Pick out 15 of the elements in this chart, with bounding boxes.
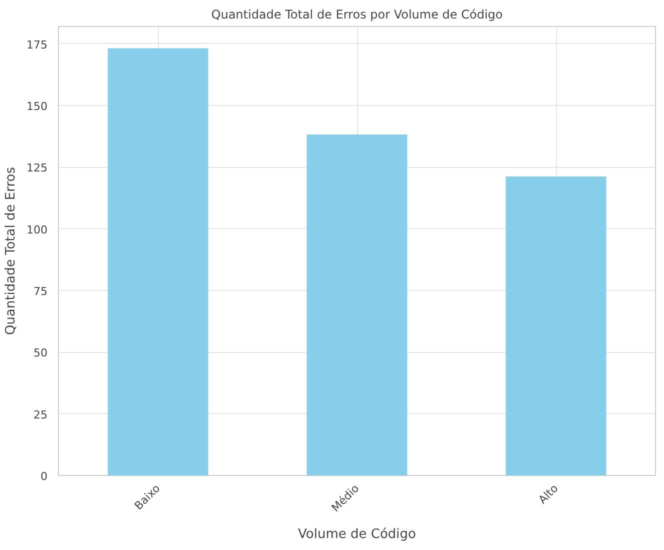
- chart-title: Quantidade Total de Erros por Volume de Código: [211, 8, 503, 22]
- y-tick-label: 150: [26, 100, 48, 113]
- y-tick-label: 25: [34, 408, 48, 422]
- y-axis-title: Quantidade Total de Erros: [4, 166, 19, 335]
- bar: [506, 176, 606, 476]
- y-tick-label: 125: [26, 162, 48, 175]
- bar: [306, 134, 408, 476]
- y-tick-label: 100: [26, 223, 48, 236]
- x-tick-label: Alto: [536, 482, 561, 506]
- y-tick-label: 175: [26, 38, 48, 52]
- y-tick-label: 75: [34, 284, 48, 298]
- x-axis-title: Volume de Código: [298, 527, 416, 542]
- y-tick-label: 0: [40, 470, 48, 483]
- y-tick-label: 50: [34, 346, 48, 360]
- bar: [108, 48, 208, 476]
